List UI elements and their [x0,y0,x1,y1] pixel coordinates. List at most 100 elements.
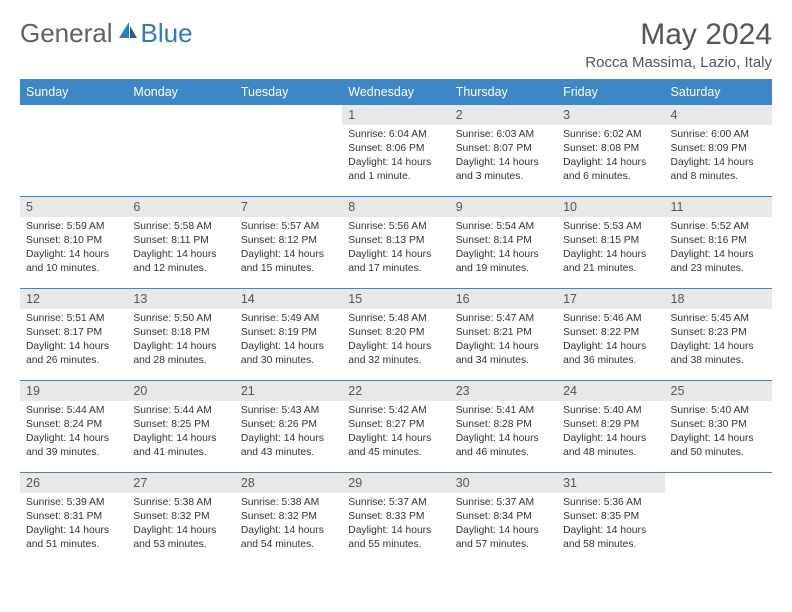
day-number: 29 [342,473,449,493]
sunrise-line: Sunrise: 5:49 AM [241,312,336,326]
sunrise-line: Sunrise: 6:04 AM [348,128,443,142]
day-number: 5 [20,197,127,217]
weekday-header: Friday [557,80,664,105]
sunset-line: Sunset: 8:23 PM [671,326,766,340]
sunset-line: Sunset: 8:34 PM [456,510,551,524]
calendar-row: 1Sunrise: 6:04 AMSunset: 8:06 PMDaylight… [20,105,772,197]
daylight-line: Daylight: 14 hours and 10 minutes. [26,248,121,276]
day-number: 30 [450,473,557,493]
sunrise-line: Sunrise: 5:38 AM [241,496,336,510]
sunset-line: Sunset: 8:24 PM [26,418,121,432]
sunset-line: Sunset: 8:32 PM [241,510,336,524]
day-number: 9 [450,197,557,217]
sunset-line: Sunset: 8:28 PM [456,418,551,432]
day-number [665,473,772,493]
day-number: 13 [127,289,234,309]
sunrise-line: Sunrise: 5:48 AM [348,312,443,326]
calendar-cell: 29Sunrise: 5:37 AMSunset: 8:33 PMDayligh… [342,473,449,565]
daylight-line: Daylight: 14 hours and 45 minutes. [348,432,443,460]
calendar-cell: 16Sunrise: 5:47 AMSunset: 8:21 PMDayligh… [450,289,557,381]
day-details: Sunrise: 5:48 AMSunset: 8:20 PMDaylight:… [342,309,449,372]
day-details: Sunrise: 5:53 AMSunset: 8:15 PMDaylight:… [557,217,664,280]
sunset-line: Sunset: 8:32 PM [133,510,228,524]
day-details: Sunrise: 5:41 AMSunset: 8:28 PMDaylight:… [450,401,557,464]
calendar-cell [20,105,127,197]
calendar-cell: 23Sunrise: 5:41 AMSunset: 8:28 PMDayligh… [450,381,557,473]
sunset-line: Sunset: 8:06 PM [348,142,443,156]
day-details: Sunrise: 5:46 AMSunset: 8:22 PMDaylight:… [557,309,664,372]
sunrise-line: Sunrise: 6:03 AM [456,128,551,142]
daylight-line: Daylight: 14 hours and 19 minutes. [456,248,551,276]
title-block: May 2024 Rocca Massima, Lazio, Italy [585,18,772,71]
calendar-cell: 2Sunrise: 6:03 AMSunset: 8:07 PMDaylight… [450,105,557,197]
calendar-cell: 17Sunrise: 5:46 AMSunset: 8:22 PMDayligh… [557,289,664,381]
sunset-line: Sunset: 8:30 PM [671,418,766,432]
sunset-line: Sunset: 8:31 PM [26,510,121,524]
daylight-line: Daylight: 14 hours and 6 minutes. [563,156,658,184]
day-details: Sunrise: 5:38 AMSunset: 8:32 PMDaylight:… [235,493,342,556]
day-number [20,105,127,125]
day-details: Sunrise: 5:37 AMSunset: 8:34 PMDaylight:… [450,493,557,556]
sunrise-line: Sunrise: 5:51 AM [26,312,121,326]
sunset-line: Sunset: 8:14 PM [456,234,551,248]
sunset-line: Sunset: 8:19 PM [241,326,336,340]
sunrise-line: Sunrise: 5:41 AM [456,404,551,418]
sunset-line: Sunset: 8:29 PM [563,418,658,432]
sunrise-line: Sunrise: 5:52 AM [671,220,766,234]
day-details: Sunrise: 5:56 AMSunset: 8:13 PMDaylight:… [342,217,449,280]
day-number: 4 [665,105,772,125]
weekday-header: Tuesday [235,80,342,105]
calendar-row: 19Sunrise: 5:44 AMSunset: 8:24 PMDayligh… [20,381,772,473]
sunrise-line: Sunrise: 5:57 AM [241,220,336,234]
daylight-line: Daylight: 14 hours and 43 minutes. [241,432,336,460]
calendar-row: 5Sunrise: 5:59 AMSunset: 8:10 PMDaylight… [20,197,772,289]
calendar-cell: 25Sunrise: 5:40 AMSunset: 8:30 PMDayligh… [665,381,772,473]
day-details: Sunrise: 5:59 AMSunset: 8:10 PMDaylight:… [20,217,127,280]
calendar-cell: 5Sunrise: 5:59 AMSunset: 8:10 PMDaylight… [20,197,127,289]
sunset-line: Sunset: 8:09 PM [671,142,766,156]
daylight-line: Daylight: 14 hours and 46 minutes. [456,432,551,460]
day-details: Sunrise: 5:47 AMSunset: 8:21 PMDaylight:… [450,309,557,372]
sunset-line: Sunset: 8:18 PM [133,326,228,340]
day-number [127,105,234,125]
sunset-line: Sunset: 8:22 PM [563,326,658,340]
sunset-line: Sunset: 8:26 PM [241,418,336,432]
sunrise-line: Sunrise: 5:37 AM [456,496,551,510]
sunset-line: Sunset: 8:20 PM [348,326,443,340]
calendar-cell: 8Sunrise: 5:56 AMSunset: 8:13 PMDaylight… [342,197,449,289]
calendar-cell: 31Sunrise: 5:36 AMSunset: 8:35 PMDayligh… [557,473,664,565]
daylight-line: Daylight: 14 hours and 38 minutes. [671,340,766,368]
day-number: 2 [450,105,557,125]
brand-logo: General Blue [20,18,193,49]
day-details: Sunrise: 5:44 AMSunset: 8:25 PMDaylight:… [127,401,234,464]
day-number: 15 [342,289,449,309]
day-number: 10 [557,197,664,217]
calendar-cell: 13Sunrise: 5:50 AMSunset: 8:18 PMDayligh… [127,289,234,381]
day-details: Sunrise: 6:03 AMSunset: 8:07 PMDaylight:… [450,125,557,188]
day-number: 23 [450,381,557,401]
calendar-cell: 21Sunrise: 5:43 AMSunset: 8:26 PMDayligh… [235,381,342,473]
daylight-line: Daylight: 14 hours and 21 minutes. [563,248,658,276]
day-details: Sunrise: 5:52 AMSunset: 8:16 PMDaylight:… [665,217,772,280]
day-details: Sunrise: 6:02 AMSunset: 8:08 PMDaylight:… [557,125,664,188]
day-details: Sunrise: 5:38 AMSunset: 8:32 PMDaylight:… [127,493,234,556]
sunset-line: Sunset: 8:11 PM [133,234,228,248]
daylight-line: Daylight: 14 hours and 32 minutes. [348,340,443,368]
sunrise-line: Sunrise: 5:43 AM [241,404,336,418]
weekday-header: Monday [127,80,234,105]
day-details: Sunrise: 5:50 AMSunset: 8:18 PMDaylight:… [127,309,234,372]
day-number: 14 [235,289,342,309]
calendar-cell: 15Sunrise: 5:48 AMSunset: 8:20 PMDayligh… [342,289,449,381]
day-number: 31 [557,473,664,493]
brand-part1: General [20,18,113,49]
calendar-cell: 10Sunrise: 5:53 AMSunset: 8:15 PMDayligh… [557,197,664,289]
day-details: Sunrise: 5:42 AMSunset: 8:27 PMDaylight:… [342,401,449,464]
calendar-cell: 7Sunrise: 5:57 AMSunset: 8:12 PMDaylight… [235,197,342,289]
sunrise-line: Sunrise: 5:45 AM [671,312,766,326]
day-number: 24 [557,381,664,401]
daylight-line: Daylight: 14 hours and 55 minutes. [348,524,443,552]
sunrise-line: Sunrise: 5:44 AM [133,404,228,418]
daylight-line: Daylight: 14 hours and 30 minutes. [241,340,336,368]
calendar-cell [665,473,772,565]
day-details: Sunrise: 5:37 AMSunset: 8:33 PMDaylight:… [342,493,449,556]
